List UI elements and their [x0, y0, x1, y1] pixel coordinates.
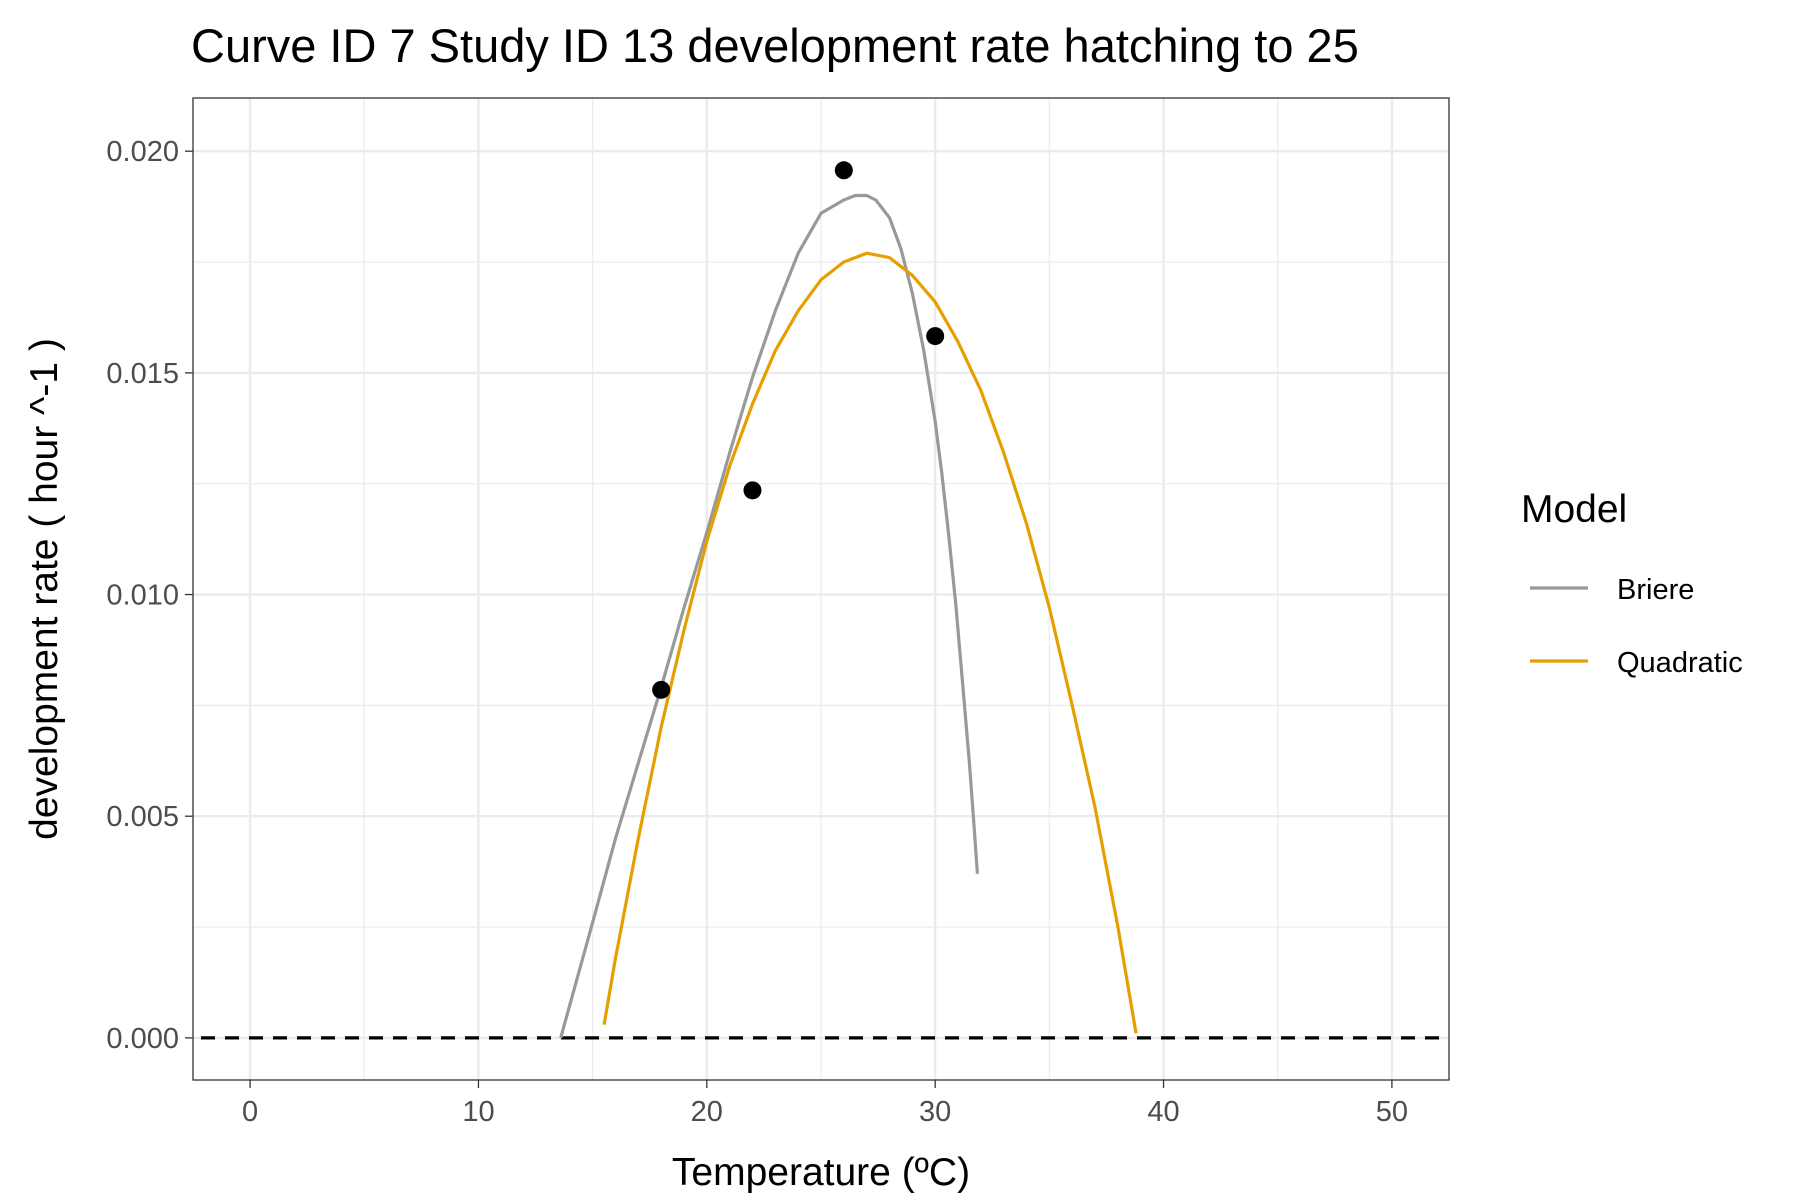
- data-point: [926, 327, 945, 346]
- legend-title: Model: [1521, 488, 1627, 531]
- x-tick-label: 30: [919, 1096, 951, 1128]
- x-tick-label: 10: [462, 1096, 494, 1128]
- x-tick-label: 50: [1376, 1096, 1408, 1128]
- y-tick-label: 0.010: [106, 580, 179, 612]
- y-tick-label: 0.015: [106, 358, 179, 390]
- series-line-briere: [559, 193, 979, 1039]
- data-points: [652, 161, 945, 699]
- x-axis-ticks: 0 10 20 30 40 50: [242, 1080, 1408, 1128]
- legend-label-briere: Briere: [1617, 574, 1694, 606]
- x-tick-label: 0: [242, 1096, 258, 1128]
- legend: Model Briere Quadratic: [1521, 488, 1743, 679]
- data-point: [652, 680, 671, 699]
- y-tick-label: 0.005: [106, 801, 179, 833]
- y-axis-title: development rate ( hour ^-1 ): [23, 338, 66, 840]
- x-tick-label: 20: [691, 1096, 723, 1128]
- y-tick-label: 0.000: [106, 1023, 179, 1055]
- y-axis-ticks: 0.000 0.005 0.010 0.015 0.020: [106, 136, 193, 1055]
- x-tick-label: 40: [1147, 1096, 1179, 1128]
- y-tick-label: 0.020: [106, 136, 179, 168]
- minor-grid: [193, 98, 1449, 1080]
- legend-label-quadratic: Quadratic: [1617, 647, 1743, 679]
- chart-title: Curve ID 7 Study ID 13 development rate …: [191, 19, 1359, 72]
- x-axis-title: Temperature (ºC): [672, 1151, 970, 1194]
- series-line-quadratic: [602, 251, 1138, 1034]
- plot-border: [192, 97, 1450, 1081]
- series-lines: [201, 193, 1441, 1040]
- data-point: [834, 161, 853, 180]
- data-point: [743, 481, 762, 500]
